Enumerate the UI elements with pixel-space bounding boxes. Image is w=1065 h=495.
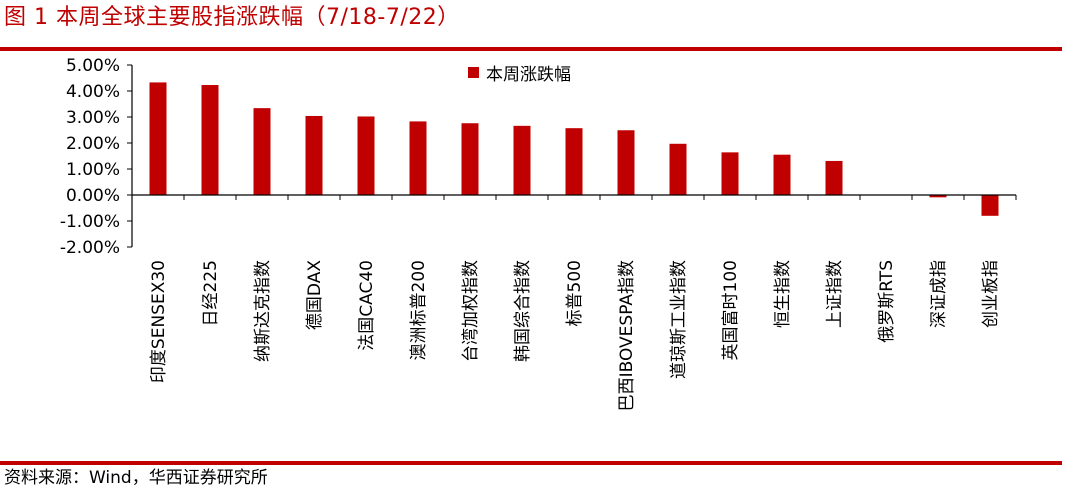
y-axis: 5.00% 4.00% 3.00% 2.00% 1.00% 0.00% -1.00% -2.0… [60, 56, 133, 258]
y-tick-label: -2.00% [60, 238, 120, 258]
category-label: 道琼斯工业指数 [669, 260, 689, 379]
bar [513, 125, 531, 195]
y-tick-label: 5.00% [66, 56, 120, 76]
figure-title: 图 1 本周全球主要股指涨跌幅（7/18-7/22） [4, 5, 460, 30]
bar [669, 143, 687, 195]
y-tick-label: 4.00% [66, 82, 120, 102]
bar [929, 195, 947, 198]
top-rule [0, 47, 1062, 51]
category-label: 纳斯达克指数 [253, 260, 273, 362]
bar [357, 116, 375, 195]
bar [253, 108, 271, 195]
legend-label: 本周涨跌幅 [486, 65, 571, 85]
bar [721, 152, 739, 195]
bars-group [149, 82, 999, 216]
category-label: 恒生指数 [773, 260, 793, 328]
x-axis [131, 194, 1017, 200]
bar [773, 154, 791, 195]
category-label: 澳洲标普200 [409, 260, 429, 360]
category-label: 创业板指 [981, 260, 1001, 328]
y-tick-label: 3.00% [66, 108, 120, 128]
y-tick-label: 2.00% [66, 134, 120, 154]
bar [981, 195, 999, 216]
bar [305, 115, 323, 195]
category-label: 日经225 [201, 260, 221, 326]
legend-swatch [468, 67, 479, 78]
y-tick-label: 0.00% [66, 186, 120, 206]
category-label: 台湾加权指数 [461, 260, 481, 362]
bar [565, 128, 583, 195]
bar [617, 130, 635, 195]
y-tick-label: -1.00% [60, 212, 120, 232]
bar [409, 121, 427, 195]
bar [825, 160, 843, 195]
category-label: 上证指数 [825, 260, 845, 328]
bar [149, 82, 167, 195]
category-label: 英国富时100 [721, 260, 741, 360]
category-label: 巴西IBOVESPA指数 [617, 260, 637, 411]
category-label: 德国DAX [305, 260, 325, 330]
category-label: 深证成指 [929, 260, 949, 328]
category-labels: 印度SENSEX30 日经225 纳斯达克指数 德国DAX 法国CAC40 澳洲标普200… [149, 260, 1001, 412]
bar [461, 123, 479, 195]
bar [201, 85, 219, 195]
legend: 本周涨跌幅 [468, 65, 571, 85]
category-label: 标普500 [565, 260, 585, 326]
category-label: 俄罗斯RTS [877, 260, 897, 343]
bottom-rule [0, 461, 1062, 465]
category-label: 法国CAC40 [357, 260, 377, 351]
y-tick-label: 1.00% [66, 160, 120, 180]
category-label: 韩国综合指数 [513, 260, 533, 362]
source-note: 资料来源：Wind，华西证券研究所 [4, 468, 268, 488]
category-label: 印度SENSEX30 [149, 260, 169, 383]
